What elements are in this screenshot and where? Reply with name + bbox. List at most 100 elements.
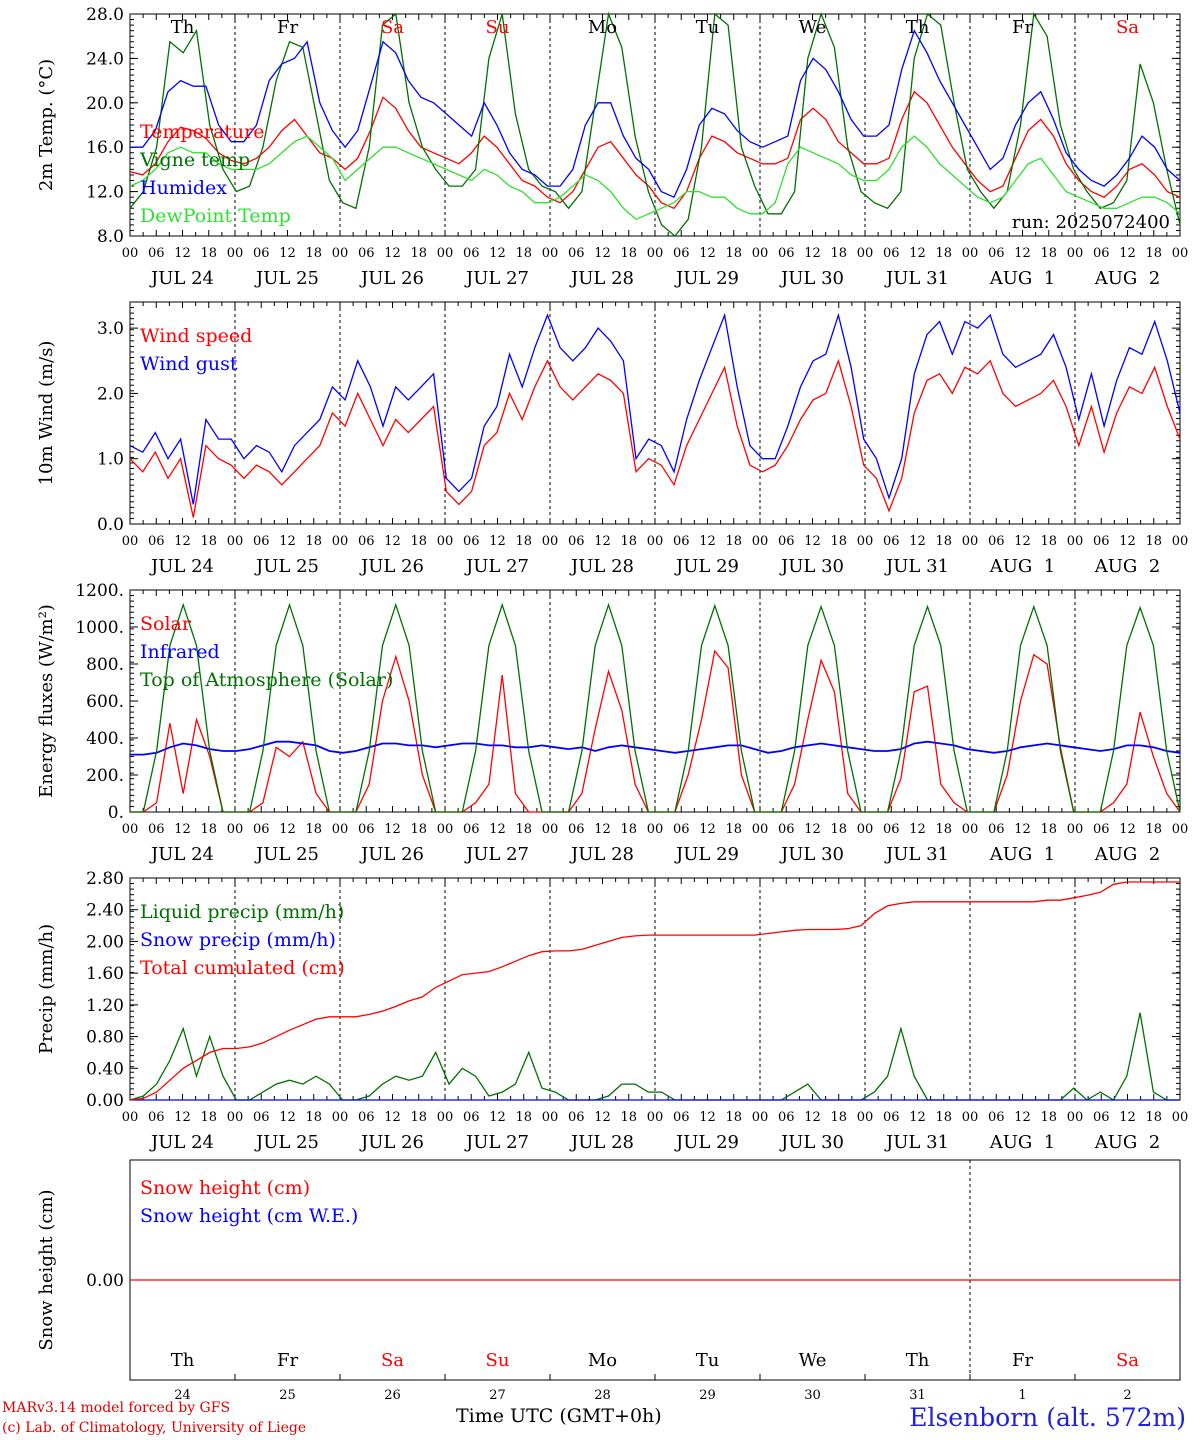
panel-1-weekday-label: Th <box>906 17 930 38</box>
panel-4-hour-label: 12 <box>909 1110 926 1125</box>
panel-2-hour-label: 18 <box>830 534 847 549</box>
panel-3-day-label: JUL 25 <box>254 844 319 865</box>
panel-2-ytick-label: 1.0 <box>97 450 124 470</box>
panel-2-hour-label: 00 <box>437 534 454 549</box>
panel-3-hour-label: 06 <box>778 822 795 837</box>
panel-3-ytick-label: 200. <box>86 766 124 786</box>
panel-1-hour-label: 18 <box>935 246 952 261</box>
panel-4-series-3-line <box>129 881 1180 1101</box>
panel-1-series-3-line <box>130 29 1181 199</box>
panel-3-hour-label: 12 <box>594 822 611 837</box>
panel-1-day-label: JUL 30 <box>779 268 844 289</box>
panel-4-day-label: JUL 26 <box>359 1132 424 1153</box>
panel-3-hour-label: 00 <box>122 822 139 837</box>
panel-3-hour-label: 00 <box>1067 822 1084 837</box>
panel-1-day-label: JUL 28 <box>569 268 634 289</box>
panel-5-weekday-label: Sa <box>1116 1350 1139 1371</box>
panel-3-legend-1: Solar <box>140 613 192 635</box>
panel-4-hour-label: 18 <box>935 1110 952 1125</box>
panel-1-hour-label: 00 <box>857 246 874 261</box>
panel-2-ytick-label: 0.0 <box>97 515 124 535</box>
panel-1-hour-label: 00 <box>647 246 664 261</box>
panel-4-hour-label: 18 <box>200 1110 217 1125</box>
panel-2-hour-label: 00 <box>857 534 874 549</box>
panel-1-hour-label: 12 <box>909 246 926 261</box>
panel-4-hour-label: 18 <box>725 1110 742 1125</box>
panel-3-legend-3: Top of Atmosphere (Solar) <box>140 669 393 691</box>
panel-3-hour-label: 12 <box>489 822 506 837</box>
panel-1-day-label: AUG 2 <box>1094 268 1160 289</box>
panel-3-series-2-line <box>130 740 1181 756</box>
panel-4-hour-label: 00 <box>332 1110 349 1125</box>
panel-5-daynum-label: 24 <box>174 1388 191 1403</box>
panel-4-hour-label: 00 <box>542 1110 559 1125</box>
panel-1-hour-label: 06 <box>673 246 690 261</box>
panel-3-hour-label: 12 <box>384 822 401 837</box>
panel-4-day-label: JUL 28 <box>569 1132 634 1153</box>
panel-5-legend-1: Snow height (cm) <box>140 1177 310 1199</box>
panel-2-hour-label: 06 <box>988 534 1005 549</box>
panel-3-hour-label: 00 <box>542 822 559 837</box>
panel-5-daynum-label: 27 <box>489 1388 506 1403</box>
footer-model: MARv3.14 model forced by GFS <box>2 1400 231 1416</box>
panel-3-hour-label: 06 <box>148 822 165 837</box>
panel-2-day-label: JUL 24 <box>149 556 214 577</box>
panel-4-hour-label: 12 <box>594 1110 611 1125</box>
panel-2-legend-2: Wind gust <box>140 353 238 375</box>
panel-3-legend-2: Infrared <box>140 641 220 663</box>
panel-4-hour-label: 18 <box>1040 1110 1057 1125</box>
panel-5-ylabel: Snow height (cm) <box>36 1189 57 1350</box>
panel-2-hour-label: 00 <box>122 534 139 549</box>
panel-1-hour-label: 12 <box>279 246 296 261</box>
panel-1-hour-label: 18 <box>1040 246 1057 261</box>
panel-2-hour-label: 00 <box>542 534 559 549</box>
panel-2-hour-label: 12 <box>384 534 401 549</box>
panel-1-ytick-label: 24.0 <box>86 49 124 69</box>
panel-3-day-label: JUL 24 <box>149 844 214 865</box>
panel-4-hour-label: 00 <box>647 1110 664 1125</box>
panel-3-day-label: AUG 1 <box>989 844 1055 865</box>
panel-2-hour-label: 12 <box>699 534 716 549</box>
panel-1-weekday-label: We <box>799 17 827 38</box>
panel-2-day-label: JUL 25 <box>254 556 319 577</box>
panel-3-hour-label: 18 <box>620 822 637 837</box>
panel-5-weekday-label: Fr <box>1012 1350 1033 1371</box>
panel-1-hour-label: 12 <box>699 246 716 261</box>
panel-4-hour-label: 00 <box>857 1110 874 1125</box>
panel-3-day-label: JUL 28 <box>569 844 634 865</box>
panel-1-weekday-label: Fr <box>1012 17 1033 38</box>
panel-3-ytick-label: 1200. <box>75 581 124 601</box>
footer-lab: (c) Lab. of Climatology, University of L… <box>2 1420 307 1436</box>
panel-4-day-label: JUL 31 <box>884 1132 949 1153</box>
panel-4-day-label: JUL 25 <box>254 1132 319 1153</box>
panel-1-hour-label: 12 <box>594 246 611 261</box>
panel-2-day-label: JUL 28 <box>569 556 634 577</box>
panel-1-day-label: JUL 24 <box>149 268 214 289</box>
panel-4-hour-label: 06 <box>778 1110 795 1125</box>
panel-4-day-label: JUL 29 <box>674 1132 739 1153</box>
panel-5-daynum-label: 30 <box>804 1388 821 1403</box>
panel-2-hour-label: 18 <box>200 534 217 549</box>
panel-3-ytick-label: 600. <box>86 692 124 712</box>
panel-1-hour-label: 00 <box>332 246 349 261</box>
panel-4-legend-2: Snow precip (mm/h) <box>140 929 336 951</box>
panel-5-daynum-label: 1 <box>1018 1388 1026 1403</box>
panel-1-weekday-label: Su <box>486 17 510 38</box>
panel-1-hour-label: 00 <box>962 246 979 261</box>
panel-1-weekday-label: Fr <box>277 17 298 38</box>
panel-1-hour-label: 18 <box>515 246 532 261</box>
panel-2-hour-label: 06 <box>673 534 690 549</box>
panel-1-weekday-label: Sa <box>1116 17 1139 38</box>
panel-4-hour-label: 18 <box>515 1110 532 1125</box>
panel-1-ytick-label: 12.0 <box>86 183 124 203</box>
panel-1-legend-4: DewPoint Temp <box>140 205 291 227</box>
panel-2-series-2-line <box>129 312 1181 505</box>
panel-3-hour-label: 06 <box>568 822 585 837</box>
panel-1-hour-label: 12 <box>489 246 506 261</box>
panel-1-hour-label: 00 <box>437 246 454 261</box>
panel-2-day-label: JUL 27 <box>464 556 529 577</box>
panel-2-hour-label: 06 <box>358 534 375 549</box>
panel-3-series-3-line <box>130 602 1181 813</box>
panel-1-ytick-label: 28.0 <box>86 5 124 25</box>
